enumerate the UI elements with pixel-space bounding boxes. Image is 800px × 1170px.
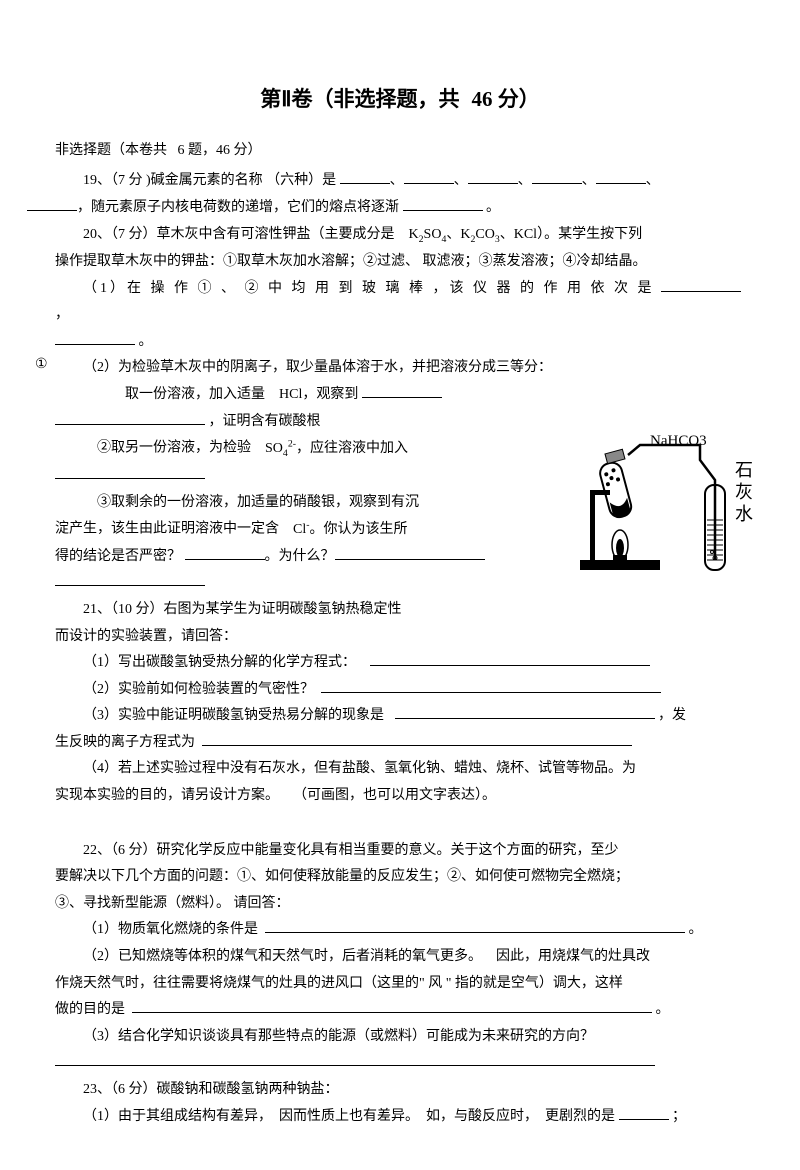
- q20-part1-blank: 。: [55, 329, 745, 356]
- circled-marker-1: ①: [35, 352, 48, 379]
- q22-part1: （1）物质氧化燃烧的条件是 。: [55, 917, 745, 944]
- q22-part2d: 做的目的是 。: [55, 997, 745, 1024]
- q21-part4b: 实现本实验的目的，请另设计方案。 （可画图，也可以用文字表达）。: [55, 783, 745, 810]
- q21-part1: （1）写出碳酸氢钠受热分解的化学方程式：: [55, 650, 745, 677]
- q20-part2-1: 取一份溶液，加入适量 HCl，观察到: [55, 382, 745, 409]
- page-title: 第Ⅱ卷（非选择题，共46 分）: [55, 80, 745, 120]
- question-22-intro-c: ③、寻找新型能源（燃料）。 请回答：: [55, 891, 745, 918]
- q23-part1: （1）由于其组成结构有差异， 因而性质上也有差异。 如，与酸反应时， 更剧烈的是…: [55, 1104, 745, 1131]
- q22-part2c: 作烧天然气时，往往需要将烧煤气的灶具的进风口（这里的" 风 " 指的就是空气）调…: [55, 971, 745, 998]
- q22-part3-blank: [55, 1050, 745, 1077]
- q21-part3c: 生反映的离子方程式为: [55, 730, 745, 757]
- q20-part1: （1）在 操 作 ① 、 ② 中 均 用 到 玻 璃 棒 ，该 仪 器 的 作 …: [55, 276, 745, 329]
- diagram-label: NaHCO3: [650, 433, 707, 449]
- q22-part3: （3）结合化学知识谈谈具有那些特点的能源（或燃料）可能成为未来研究的方向？: [55, 1024, 745, 1051]
- q21-part2: （2）实验前如何检验装置的气密性？: [55, 677, 745, 704]
- question-19: 19、（7 分 )碱金属元素的名称 （六种）是 、、、、、 ，随元素原子内核电荷…: [55, 168, 745, 221]
- question-23-intro: 23、（6 分）碳酸钠和碳酸氢钠两种钠盐：: [55, 1077, 745, 1104]
- apparatus-svg: NaHCO3: [565, 430, 745, 590]
- q20-part2-intro: （2）为检验草木灰中的阴离子，取少量晶体溶于水，并把溶液分成三等分：: [55, 355, 745, 382]
- q21-part3: （3）实验中能证明碳酸氢钠受热易分解的现象是 ，发: [55, 703, 745, 730]
- question-22-intro-b: 要解决以下几个方面的问题：①、如何使释放能量的反应发生；②、如何使可燃物完全燃烧…: [55, 864, 745, 891]
- q22-part2a: （2）已知燃烧等体积的煤气和天然气时，后者消耗的氧气更多。 因此，用烧煤气的灶具…: [55, 944, 745, 971]
- experiment-diagram: NaHCO3: [565, 430, 745, 601]
- question-21-intro-b: 而设计的实验装置，请回答：: [55, 624, 745, 651]
- section-header: 非选择题（本卷共 6 题，46 分）: [55, 138, 745, 165]
- question-21-intro-a: 21、（10 分）右图为某学生为证明碳酸氢钠热稳定性: [55, 597, 745, 624]
- lime-water-label: 石灰水: [726, 460, 760, 526]
- question-20-steps: 操作提取草木灰中的钾盐：①取草木灰加水溶解；②过滤、 取滤液；③蒸发溶液；④冷却…: [55, 249, 745, 276]
- q21-part4a: （4）若上述实验过程中没有石灰水，但有盐酸、氢氧化钠、蜡烛、烧杯、试管等物品。为: [55, 756, 745, 783]
- question-20-intro: 20、（7 分）草木灰中含有可溶性钾盐（主要成分是 K2SO4、K2CO3、KC…: [55, 222, 745, 249]
- question-22-intro-a: 22、（6 分）研究化学反应中能量变化具有相当重要的意义。关于这个方面的研究，至…: [55, 838, 745, 865]
